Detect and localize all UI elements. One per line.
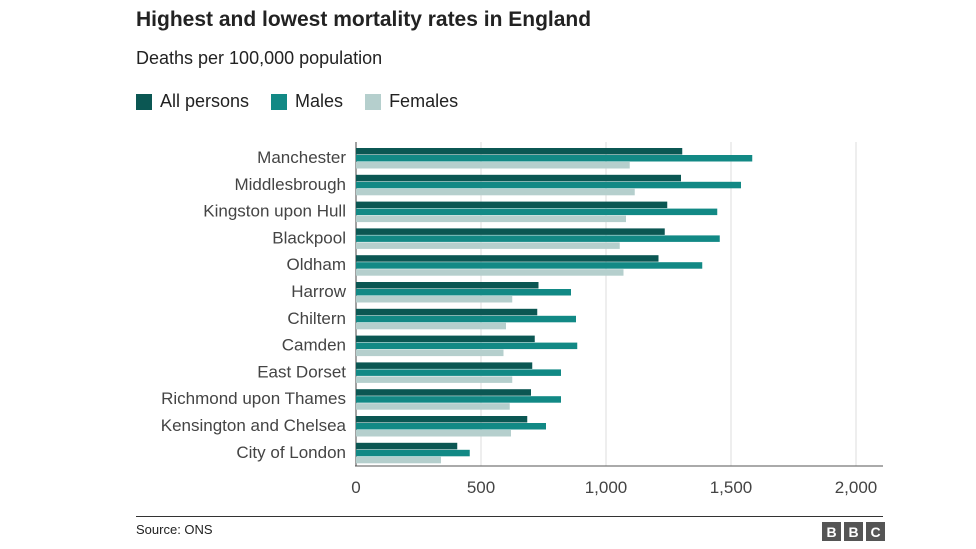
bar-all-persons	[356, 148, 683, 155]
bar-all-persons	[356, 201, 668, 209]
legend-item-all-persons: All persons	[136, 91, 249, 112]
legend-item-females: Females	[365, 91, 458, 112]
category-label: East Dorset	[257, 362, 346, 381]
bar-males	[356, 235, 720, 242]
bar-males	[356, 315, 576, 323]
bar-males	[356, 369, 561, 376]
bbc-logo-letter: B	[844, 522, 863, 541]
bar-males	[356, 208, 718, 216]
bar-males	[356, 342, 578, 350]
bar-males	[356, 449, 470, 457]
bar-all-persons	[356, 362, 533, 369]
bar-females	[356, 403, 510, 410]
legend-swatch-males	[271, 93, 288, 110]
legend: All persons Males Females	[136, 91, 480, 112]
footer-divider	[136, 516, 883, 517]
bar-all-persons	[356, 308, 538, 316]
x-tick-label: 0	[351, 478, 360, 497]
bar-all-persons	[356, 282, 539, 289]
bar-females	[356, 376, 513, 383]
category-label: Blackpool	[272, 228, 346, 247]
category-label: Middlesbrough	[234, 175, 346, 194]
legend-swatch-all-persons	[136, 93, 152, 110]
legend-label-females: Females	[389, 91, 459, 111]
source-note: Source: ONS	[136, 522, 213, 537]
category-label: Manchester	[257, 148, 346, 167]
category-label: Camden	[282, 336, 346, 355]
bar-females	[356, 215, 626, 223]
legend-swatch-females	[365, 93, 382, 110]
category-label: Richmond upon Thames	[161, 389, 346, 408]
bbc-logo: B B C	[822, 522, 885, 541]
chart-subtitle: Deaths per 100,000 population	[136, 48, 383, 68]
bar-males	[356, 396, 561, 403]
bar-females	[356, 242, 620, 249]
category-label: Chiltern	[287, 309, 346, 328]
category-label: Harrow	[291, 282, 347, 301]
bar-males	[356, 181, 741, 189]
bar-all-persons	[356, 389, 531, 396]
bbc-logo-letter: B	[822, 522, 841, 541]
category-label: Oldham	[286, 255, 346, 274]
bar-all-persons	[356, 442, 458, 450]
category-label: Kensington and Chelsea	[161, 416, 347, 435]
bbc-logo-letter: C	[866, 522, 885, 541]
legend-item-males: Males	[271, 91, 343, 112]
bar-females	[356, 349, 504, 357]
bar-all-persons	[356, 416, 528, 423]
bar-females	[356, 456, 441, 464]
category-label: City of London	[236, 443, 346, 462]
bar-males	[356, 289, 571, 296]
bar-females	[356, 296, 513, 303]
bar-males	[356, 155, 753, 162]
bar-all-persons	[356, 228, 665, 235]
legend-label-males: Males	[295, 91, 344, 111]
bar-females	[356, 322, 506, 330]
x-tick-label: 1,500	[710, 478, 753, 497]
bar-all-persons	[356, 335, 535, 343]
bar-females	[356, 188, 635, 196]
x-tick-label: 500	[467, 478, 495, 497]
x-tick-label: 2,000	[835, 478, 878, 497]
bar-all-persons	[356, 255, 659, 262]
bar-males	[356, 262, 703, 269]
chart-title: Highest and lowest mortality rates in En…	[136, 8, 592, 31]
x-tick-label: 1,000	[585, 478, 628, 497]
legend-label-all-persons: All persons	[160, 91, 250, 111]
bar-females	[356, 430, 511, 437]
bar-females	[356, 269, 624, 276]
bar-males	[356, 423, 546, 430]
bar-females	[356, 162, 630, 169]
bar-all-persons	[356, 174, 681, 182]
category-label: Kingston upon Hull	[203, 202, 346, 221]
